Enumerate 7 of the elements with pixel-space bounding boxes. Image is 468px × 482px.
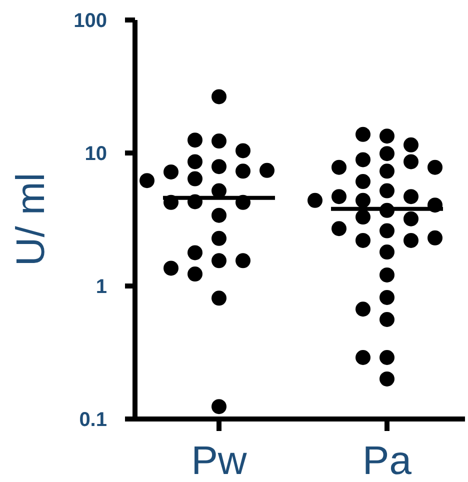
x-tick-label: Pw bbox=[191, 439, 247, 482]
y-tick-label: 100 bbox=[74, 10, 107, 32]
x-tick-label: Pa bbox=[362, 439, 412, 482]
y-axis-title: U/ ml bbox=[9, 172, 53, 266]
y-tick-label: 10 bbox=[84, 143, 107, 165]
y-tick-label: 1 bbox=[96, 276, 107, 298]
y-tick-label: 0.1 bbox=[79, 409, 107, 431]
